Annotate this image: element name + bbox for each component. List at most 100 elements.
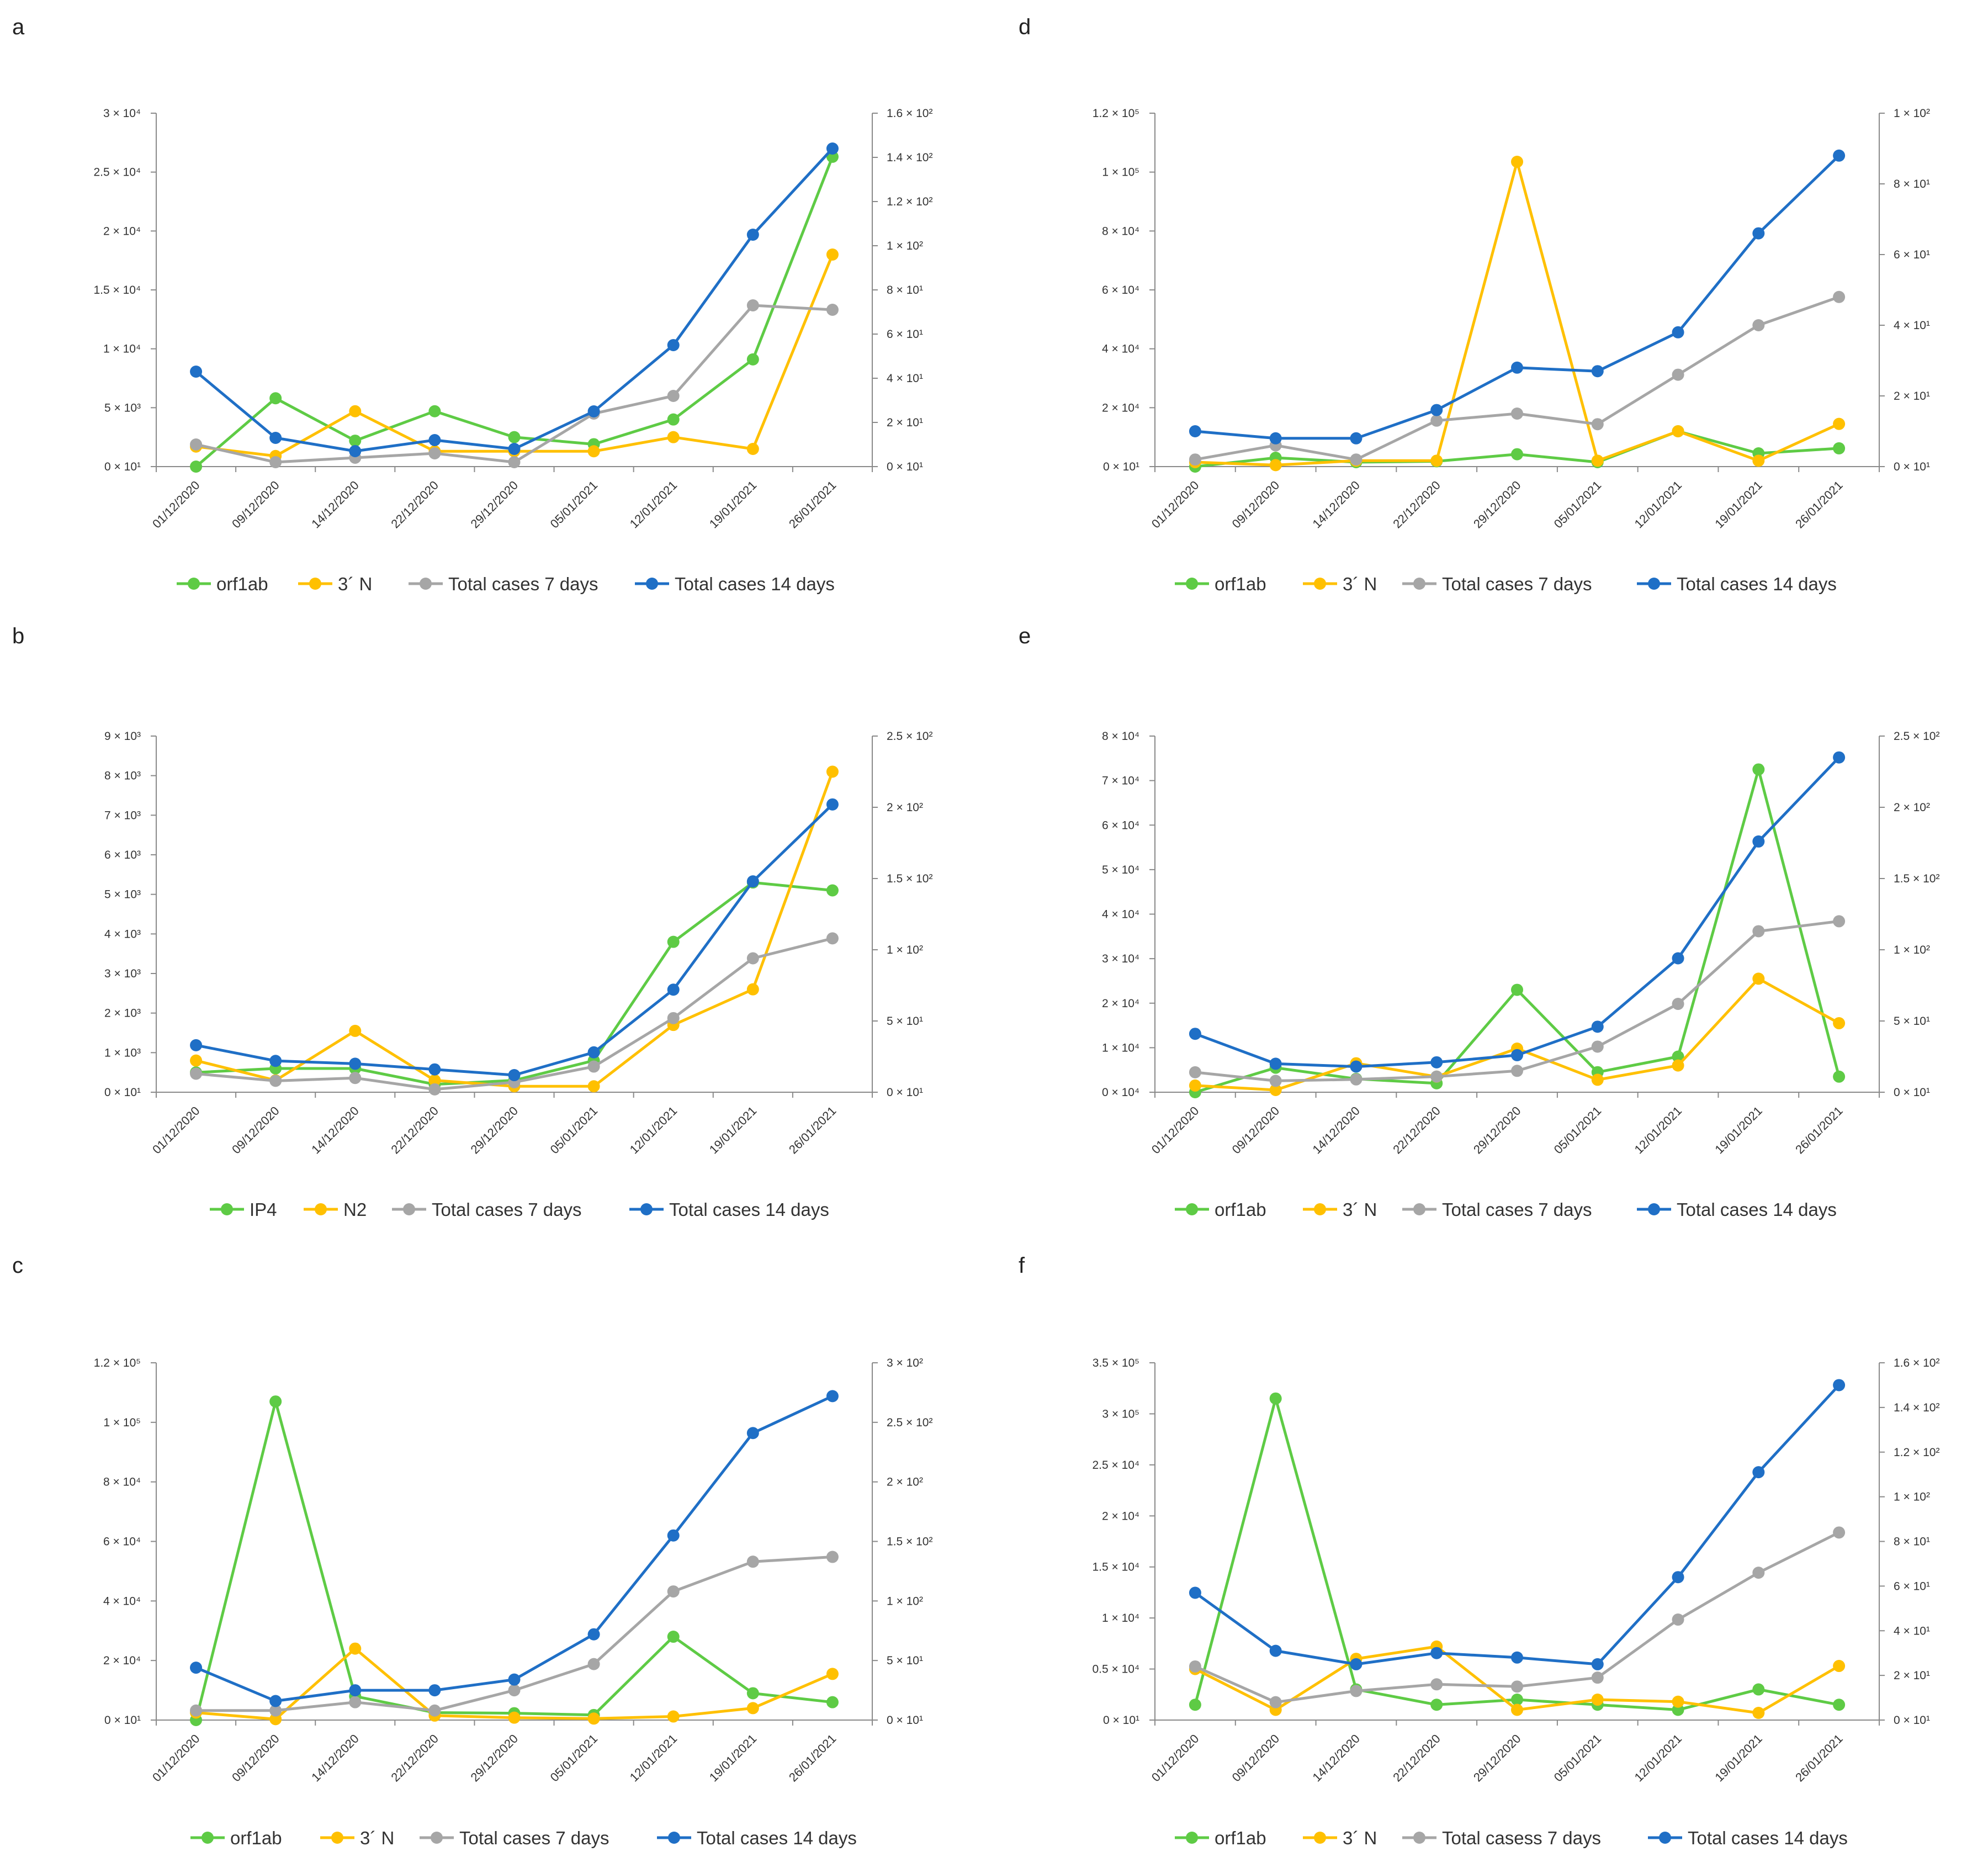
legend-swatch-marker	[315, 1203, 327, 1215]
x-tick-label: 19/01/2021	[1712, 1732, 1765, 1785]
series-line-2	[195, 937, 833, 1091]
legend-label: Total cases 14 days	[1688, 1828, 1848, 1848]
legend-swatch-marker	[646, 578, 658, 590]
left-tick-label: 0 × 10¹	[104, 1086, 141, 1099]
data-point	[826, 884, 839, 897]
legend-swatch-marker	[1314, 578, 1326, 590]
data-point	[1833, 417, 1846, 430]
right-tick-label: 1 × 10²	[1894, 1491, 1930, 1504]
data-point	[1511, 361, 1523, 374]
data-point	[826, 1390, 839, 1403]
x-tick-label: 22/12/2020	[388, 478, 441, 531]
legend-swatch-marker	[668, 1832, 680, 1844]
x-tick-label: 29/12/2020	[468, 1104, 521, 1157]
right-tick-label: 0 × 10¹	[887, 1086, 923, 1099]
x-tick-label: 12/01/2021	[627, 478, 680, 531]
data-point	[826, 1668, 839, 1680]
right-tick-label: 8 × 10¹	[887, 284, 923, 297]
left-tick-label: 1 × 10⁵	[103, 1416, 141, 1429]
data-point	[1833, 1526, 1846, 1539]
data-point	[428, 447, 441, 459]
x-tick-label: 12/01/2021	[1632, 1104, 1685, 1157]
legend-swatch-marker	[1413, 1832, 1425, 1844]
x-tick-label: 22/12/2020	[388, 1732, 441, 1785]
panel-letter: f	[1019, 1253, 1025, 1278]
data-point	[428, 1063, 441, 1076]
x-tick-label: 22/12/2020	[388, 1104, 441, 1157]
data-point	[1591, 418, 1604, 431]
data-point	[1752, 925, 1765, 938]
legend-label: Total cases 14 days	[697, 1828, 857, 1848]
data-point	[1350, 1685, 1363, 1697]
legend-swatch-marker	[1648, 578, 1660, 590]
legend-swatch-marker	[221, 1203, 233, 1215]
x-tick-label: 22/12/2020	[1390, 1732, 1443, 1785]
data-point	[1511, 1651, 1523, 1664]
data-point	[667, 1710, 680, 1723]
left-tick-label: 8 × 10⁴	[103, 1476, 141, 1489]
panel-letter: c	[12, 1253, 23, 1278]
right-tick-label: 2.5 × 10²	[887, 730, 932, 743]
legend-swatch-marker	[1314, 1203, 1326, 1215]
data-point	[587, 405, 600, 417]
data-point	[1591, 1658, 1604, 1670]
data-point	[1752, 1683, 1765, 1696]
legend-swatch-marker	[640, 1203, 653, 1215]
data-point	[667, 1631, 680, 1643]
data-point	[746, 229, 759, 241]
data-point	[1672, 998, 1684, 1010]
data-point	[1833, 442, 1846, 454]
x-tick-label: 05/01/2021	[1551, 478, 1604, 531]
right-tick-label: 8 × 10¹	[1894, 1536, 1930, 1548]
left-tick-label: 8 × 10³	[104, 770, 141, 782]
x-tick-label: 19/01/2021	[707, 1104, 760, 1157]
x-tick-label: 14/12/2020	[1310, 478, 1363, 531]
right-tick-label: 1.2 × 10²	[887, 195, 932, 208]
series-line-0	[195, 156, 834, 468]
data-point	[190, 1704, 203, 1717]
right-tick-label: 1 × 10²	[887, 944, 923, 956]
data-point	[1350, 1073, 1363, 1086]
x-tick-label: 12/01/2021	[1632, 478, 1685, 531]
data-point	[746, 1687, 759, 1700]
data-point	[1672, 1050, 1684, 1063]
data-point	[269, 392, 282, 405]
x-tick-label: 19/01/2021	[1712, 1104, 1765, 1157]
x-tick-label: 29/12/2020	[1471, 1104, 1524, 1157]
x-tick-label: 09/12/2020	[1229, 1732, 1282, 1785]
x-tick-label: 01/12/2020	[1149, 1732, 1202, 1785]
data-point	[667, 413, 680, 426]
left-tick-label: 3 × 10³	[104, 967, 141, 980]
data-point	[1189, 1066, 1201, 1078]
left-tick-label: 6 × 10⁴	[1102, 819, 1139, 832]
legend-label: Total casess 7 days	[1442, 1828, 1601, 1848]
data-point	[1189, 1660, 1201, 1673]
data-point	[349, 1072, 362, 1084]
x-tick-label: 09/12/2020	[1229, 1104, 1282, 1157]
data-point	[1833, 915, 1846, 928]
right-tick-label: 2 × 10¹	[887, 416, 923, 429]
data-point	[1189, 453, 1201, 466]
left-tick-label: 6 × 10³	[104, 849, 141, 861]
data-point	[269, 1075, 282, 1087]
data-point	[190, 1067, 203, 1080]
data-point	[508, 456, 521, 468]
data-point	[746, 1702, 759, 1715]
x-tick-label: 09/12/2020	[229, 1732, 282, 1785]
data-point	[746, 875, 759, 888]
data-point	[508, 1684, 521, 1697]
data-point	[587, 1712, 600, 1725]
data-point	[190, 1662, 203, 1674]
left-tick-label: 1.5 × 10⁴	[1092, 1561, 1139, 1574]
right-tick-label: 4 × 10¹	[1894, 319, 1930, 332]
data-point	[667, 431, 680, 443]
data-point	[269, 1395, 282, 1408]
right-tick-label: 1.5 × 10²	[1894, 872, 1939, 885]
data-point	[508, 1673, 521, 1686]
legend-swatch-marker	[1413, 1203, 1425, 1215]
data-point	[1189, 1079, 1201, 1092]
right-tick-label: 0 × 10¹	[887, 461, 923, 473]
series-line-1	[195, 771, 834, 1088]
data-point	[1269, 1075, 1282, 1087]
